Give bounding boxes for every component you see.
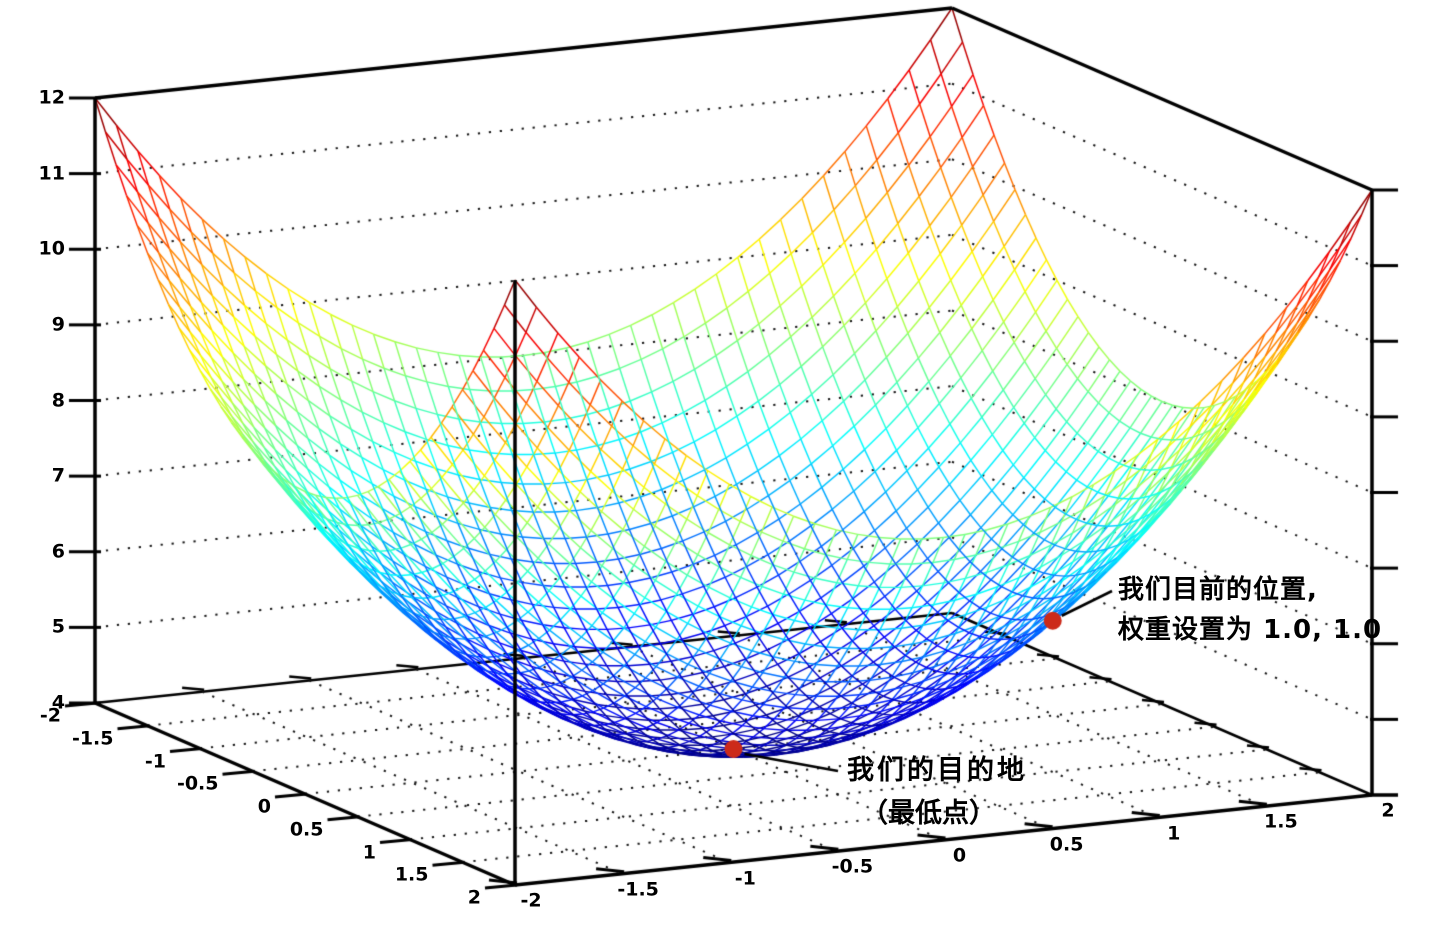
x-tick-label: 1 xyxy=(362,841,376,863)
z-tick-label: 11 xyxy=(38,162,65,185)
x-tick-label: -0.5 xyxy=(176,772,219,795)
z-tick-label: 4 xyxy=(51,691,65,714)
annotation-current-position-line2: 权重设置为 1.0, 1.0 xyxy=(1118,615,1383,645)
z-tick-label: 12 xyxy=(38,86,65,109)
z-tick-label: 9 xyxy=(51,313,65,336)
y-tick-label: -0.5 xyxy=(831,855,874,878)
annotation-destination: 我们的目的地 （最低点） xyxy=(847,749,1027,835)
z-tick-label: 10 xyxy=(38,237,65,260)
x-tick-label: -1 xyxy=(144,750,166,772)
z-tick-label: 7 xyxy=(51,464,65,487)
y-tick-label: 1 xyxy=(1167,822,1181,844)
z-tick-label: 8 xyxy=(51,389,65,411)
y-tick-label: 0 xyxy=(952,844,967,867)
x-tick-label: 0.5 xyxy=(289,818,324,841)
annotation-destination-line2: （最低点） xyxy=(861,798,996,829)
x-tick-label: -1.5 xyxy=(71,727,114,750)
y-tick-label: -2 xyxy=(520,889,542,912)
z-tick-label: 5 xyxy=(51,615,65,638)
x-tick-label: 2 xyxy=(467,886,481,909)
annotation-current-position-line1: 我们目前的位置, xyxy=(1118,575,1318,605)
y-tick-label: -1 xyxy=(734,867,756,889)
x-tick-label: 1.5 xyxy=(394,863,429,886)
z-tick-label: 6 xyxy=(51,540,65,563)
y-tick-label: -1.5 xyxy=(617,878,659,901)
y-tick-label: 0.5 xyxy=(1049,833,1084,856)
y-tick-label: 2 xyxy=(1381,799,1395,822)
annotation-current-position: 我们目前的位置, 权重设置为 1.0, 1.0 xyxy=(1118,570,1382,650)
annotation-destination-line1: 我们的目的地 xyxy=(847,755,1027,786)
x-tick-label: -2 xyxy=(39,704,61,727)
y-tick-label: 1.5 xyxy=(1264,810,1298,833)
x-tick-label: 0 xyxy=(257,795,271,818)
